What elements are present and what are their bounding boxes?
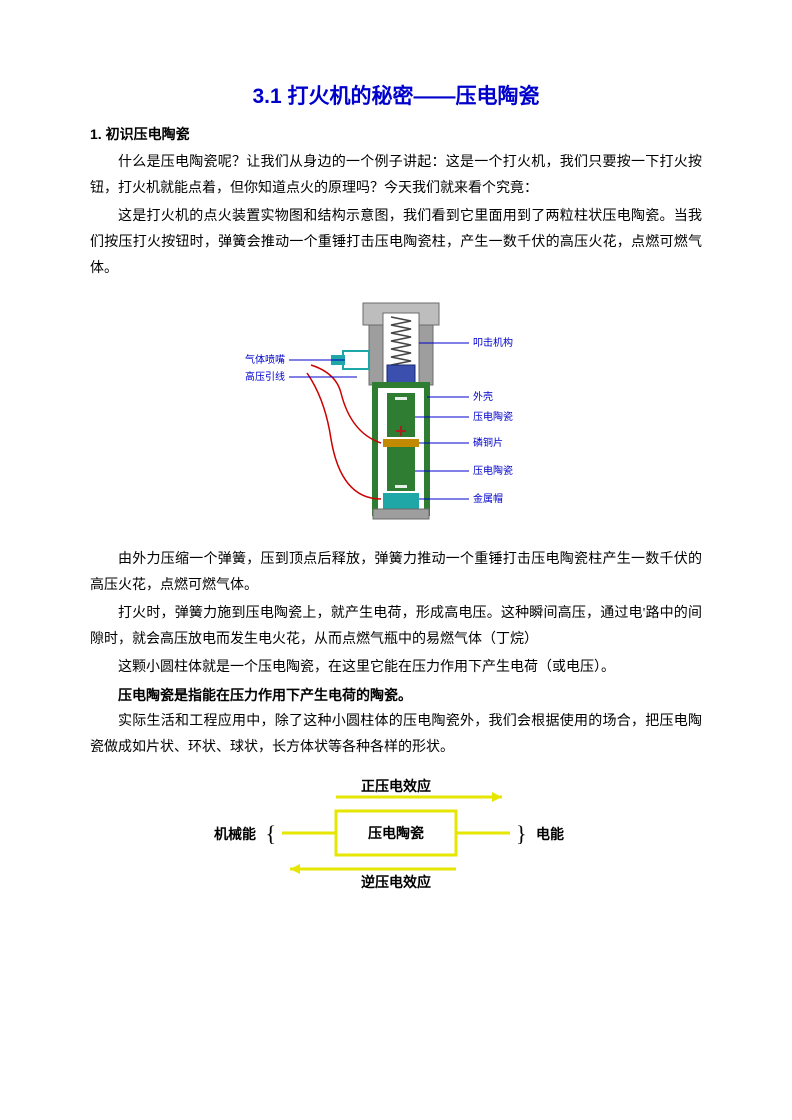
svg-text:正压电效应: 正压电效应 <box>361 778 431 795</box>
svg-text:外壳: 外壳 <box>473 390 493 403</box>
paragraph-5: 这颗小圆柱体就是一个压电陶瓷，在这里它能在压力作用下产生电荷（或电压）。 <box>90 655 702 681</box>
svg-text:高压引线: 高压引线 <box>245 370 285 383</box>
paragraph-2: 这是打火机的点火装置实物图和结构示意图，我们看到它里面用到了两粒柱状压电陶瓷。当… <box>90 204 702 282</box>
svg-text:金属帽: 金属帽 <box>473 492 503 505</box>
svg-text:机械能: 机械能 <box>214 826 256 843</box>
svg-text:}: } <box>516 821 527 846</box>
paragraph-3: 由外力压缩一个弹簧，压到顶点后释放，弹簧力推动一个重锤打击压电陶瓷柱产生一数千伏… <box>90 547 702 599</box>
svg-text:磷铜片: 磷铜片 <box>473 436 503 449</box>
paragraph-6-bold: 压电陶瓷是指能在压力作用下产生电荷的陶瓷。 <box>90 683 702 709</box>
paragraph-1: 什么是压电陶瓷呢？让我们从身边的一个例子讲起：这是一个打火机，我们只要按一下打火… <box>90 150 702 202</box>
section-heading-1: 1. 初识压电陶瓷 <box>90 124 702 144</box>
piezo-effect-diagram: 压电陶瓷 正压电效应逆压电效应 {} 机械能 电能 <box>90 771 702 891</box>
svg-text:电能: 电能 <box>536 826 564 843</box>
svg-text:压电陶瓷: 压电陶瓷 <box>473 410 513 423</box>
paragraph-4: 打火时，弹簧力施到压电陶瓷上，就产生电荷，形成高电压。这种瞬间高压，通过电'路中… <box>90 601 702 653</box>
svg-text:叩击机构: 叩击机构 <box>473 336 513 349</box>
lighter-diagram: 气体喷嘴高压引线叩击机构外壳压电陶瓷磷铜片压电陶瓷金属帽 <box>90 293 702 533</box>
svg-text:逆压电效应: 逆压电效应 <box>361 874 431 891</box>
paragraph-7: 实际生活和工程应用中，除了这种小圆柱体的压电陶瓷外，我们会根据使用的场合，把压电… <box>90 709 702 761</box>
svg-text:压电陶瓷: 压电陶瓷 <box>368 825 424 842</box>
svg-text:压电陶瓷: 压电陶瓷 <box>473 464 513 477</box>
page-title: 3.1 打火机的秘密——压电陶瓷 <box>90 80 702 110</box>
svg-text:{: { <box>265 821 276 846</box>
svg-text:气体喷嘴: 气体喷嘴 <box>245 353 285 366</box>
